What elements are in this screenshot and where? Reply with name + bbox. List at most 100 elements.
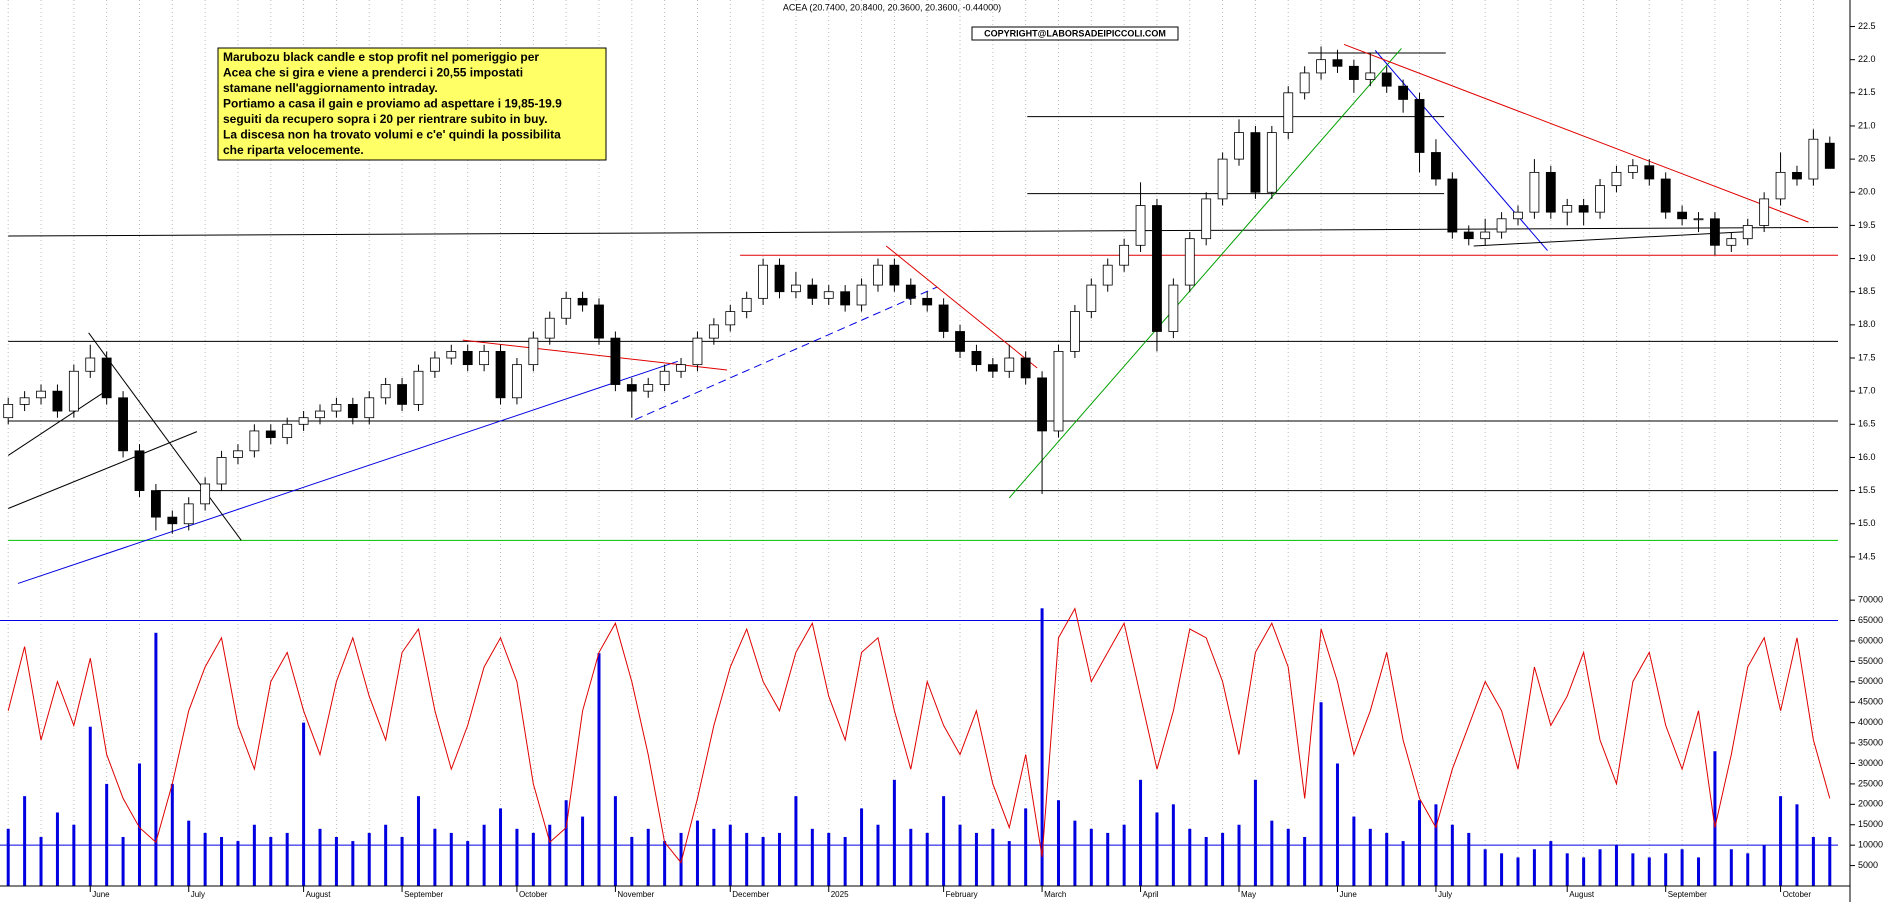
volume-tick-label: 5000 — [1858, 860, 1878, 870]
volume-bar — [1221, 832, 1225, 886]
volume-bar — [55, 812, 59, 886]
candle-body — [364, 397, 375, 419]
price-panel: 14.5 15.0 15.5 16.0 16.5 17.0 17.5 18.0 18.5 19.0… — [3, 21, 1876, 584]
volume-bar — [269, 836, 273, 886]
volume-bar — [449, 832, 453, 886]
x-tick-label: October — [1783, 890, 1812, 899]
volume-bar — [1549, 841, 1553, 886]
candle-body — [577, 297, 588, 306]
candle-body — [68, 370, 79, 412]
x-tick-label: August — [1569, 890, 1595, 899]
candle-body — [905, 284, 916, 299]
annotation-line: Acea che si gira e viene a prenderci i 2… — [223, 65, 523, 79]
volume-bar — [646, 828, 650, 886]
candle-body — [183, 503, 194, 525]
candle-body — [1431, 152, 1441, 180]
volume-bar — [499, 808, 503, 886]
candle-body — [200, 483, 211, 505]
y-tick-label: 17.0 — [1858, 386, 1876, 396]
x-tick-label: February — [946, 890, 978, 899]
volume-bar — [1614, 845, 1618, 886]
candle-body — [1217, 158, 1228, 200]
candle-body — [397, 384, 407, 405]
candle-body — [987, 364, 998, 372]
candle-body — [1365, 72, 1376, 80]
volume-bar — [630, 836, 634, 886]
volume-bar — [88, 726, 92, 886]
y-tick-label: 22.0 — [1858, 54, 1876, 64]
volume-bar — [1697, 857, 1701, 886]
volume-bar — [302, 722, 306, 886]
x-tick-label: June — [1339, 890, 1357, 899]
candle-body — [1119, 244, 1130, 266]
candle-body — [1726, 238, 1737, 246]
candle-body — [1545, 171, 1556, 213]
candle-body — [1496, 218, 1507, 233]
candle-body — [528, 337, 539, 366]
volume-bar — [1713, 751, 1717, 886]
volume-bar — [663, 841, 667, 886]
candle-body — [1037, 377, 1047, 432]
volume-tick-label: 65000 — [1858, 615, 1883, 625]
volume-bar — [400, 836, 404, 886]
volume-bar — [1828, 836, 1832, 886]
candle-body — [1184, 238, 1195, 286]
candle-body — [1513, 211, 1523, 220]
volume-tick-label: 50000 — [1858, 676, 1883, 686]
candle-body — [594, 304, 604, 339]
trend-line — [7, 387, 112, 456]
volume-bar — [252, 824, 256, 886]
volume-bar — [384, 824, 388, 886]
x-tick-label: July — [1438, 890, 1452, 899]
y-tick-label: 20.0 — [1858, 187, 1876, 197]
volume-bar — [170, 783, 174, 886]
volume-bar — [72, 824, 76, 886]
candle-body — [1414, 99, 1425, 153]
candle-body — [298, 417, 309, 425]
volume-bar — [154, 632, 158, 886]
volume-bar — [1450, 824, 1454, 886]
volume-bar — [1139, 779, 1143, 886]
candle-body — [1792, 171, 1802, 180]
volume-bar — [1122, 824, 1126, 886]
candle-body — [1808, 138, 1819, 180]
volume-bar — [1319, 702, 1323, 886]
volume-bar — [1237, 824, 1241, 886]
x-tick-label: June — [92, 890, 110, 899]
volume-bar — [761, 836, 765, 886]
volume-bar — [318, 828, 322, 886]
volume-bar — [810, 828, 814, 886]
candle-body — [429, 357, 440, 372]
volume-bar — [712, 828, 716, 886]
volume-bar — [1073, 820, 1077, 886]
candle-body — [1152, 205, 1162, 332]
candle-body — [512, 364, 522, 399]
y-tick-label: 21.0 — [1858, 120, 1876, 130]
trend-line — [634, 286, 938, 421]
candle-body — [249, 430, 260, 452]
volume-bar — [1024, 808, 1028, 886]
candle-body — [626, 384, 637, 392]
candle-body — [167, 516, 178, 525]
volume-bar — [23, 796, 27, 886]
candle-body — [823, 291, 834, 299]
volume-bar — [1483, 849, 1487, 886]
volume-bar — [925, 832, 929, 886]
candle-body — [315, 410, 325, 419]
candle-body — [1480, 231, 1491, 240]
volume-bar — [367, 832, 371, 886]
volume-bar — [203, 832, 207, 886]
volume-bar — [416, 796, 420, 886]
candle-body — [1398, 85, 1409, 100]
volume-bar — [548, 824, 552, 886]
volume-bar — [1598, 849, 1602, 886]
volume-bar — [1040, 608, 1044, 886]
volume-bar — [728, 824, 732, 886]
annotation-line: che riparta velocemente. — [223, 143, 364, 157]
candle-body — [643, 384, 654, 392]
volume-bar — [974, 832, 978, 886]
candle-body — [134, 450, 145, 492]
volume-bar — [860, 808, 864, 886]
volume-bar — [1664, 853, 1668, 886]
